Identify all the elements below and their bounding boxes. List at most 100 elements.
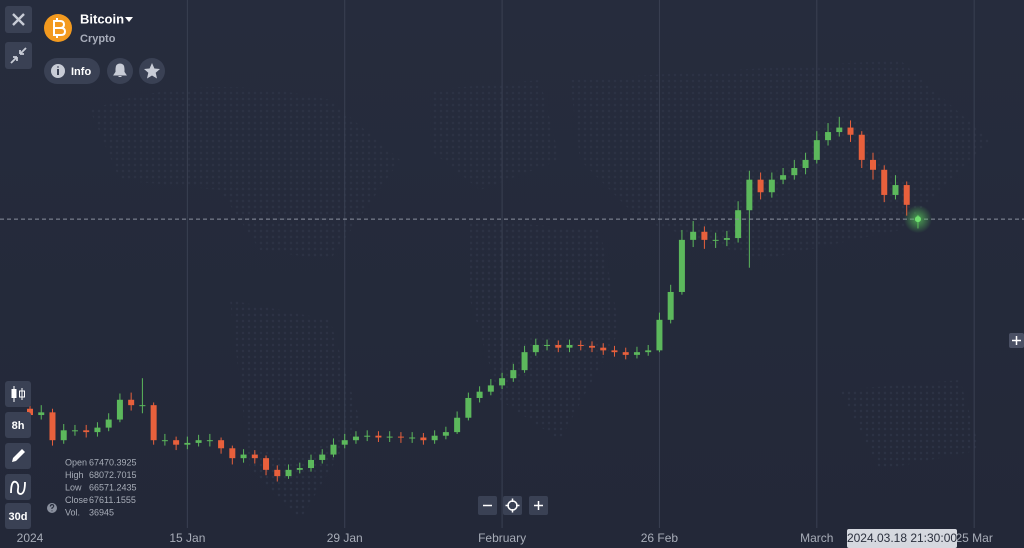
candle-body <box>903 185 910 205</box>
candle-body <box>510 370 517 379</box>
candle-icon <box>11 389 17 398</box>
candle-body <box>206 440 213 442</box>
candle-body <box>476 391 483 398</box>
candle-body <box>780 175 787 180</box>
bitcoin-logo <box>53 18 67 38</box>
candle-body <box>184 442 191 445</box>
x-tick-label: 25 Mar <box>955 531 992 545</box>
legend-value: 66571.2435 <box>89 482 137 492</box>
candle-body <box>892 185 899 195</box>
candle-body <box>656 319 663 351</box>
candle-body <box>352 436 359 441</box>
candle-body <box>60 430 67 441</box>
candle-body <box>38 412 45 416</box>
collapse-icon <box>10 47 27 64</box>
legend-label: High <box>65 470 84 480</box>
x-tick-label: March <box>800 531 833 545</box>
candle-body <box>555 344 562 348</box>
candle-body <box>431 435 438 441</box>
legend-label: Open <box>65 457 87 467</box>
world-map <box>90 60 990 520</box>
candle-body <box>49 412 56 441</box>
candle-body <box>723 238 730 240</box>
candle-body <box>768 179 775 193</box>
candle-body <box>341 440 348 445</box>
plus-icon <box>1012 336 1021 345</box>
candle-body <box>330 444 337 455</box>
star-icon <box>144 63 160 79</box>
candle-body <box>667 291 674 320</box>
chart-type-button[interactable] <box>5 381 31 407</box>
candle-body <box>308 459 314 469</box>
legend-value: 67470.3925 <box>89 457 137 467</box>
price-dot <box>914 216 921 223</box>
legend-value: 67611.1555 <box>89 495 136 505</box>
legend-label: Low <box>65 482 82 492</box>
plot-area <box>0 0 1024 528</box>
candle-icon <box>19 390 25 398</box>
candle-body <box>83 430 90 433</box>
candle-body <box>442 432 449 436</box>
reset-view-button[interactable] <box>503 496 522 515</box>
candle-body <box>454 417 461 433</box>
period-button[interactable] <box>5 503 31 529</box>
candle-body <box>735 210 742 239</box>
candle-body <box>94 427 101 433</box>
pencil-icon <box>12 449 25 462</box>
legend-label: Vol. <box>65 507 80 517</box>
candle-body <box>487 385 494 392</box>
candle-body <box>701 231 708 240</box>
candle-body <box>544 344 551 346</box>
candle-body <box>881 169 888 195</box>
candle-body <box>858 134 865 160</box>
candle-body <box>161 440 168 442</box>
candle-body <box>622 352 629 355</box>
candle-body <box>285 469 292 477</box>
candle-body <box>71 430 78 432</box>
info-label[interactable]: Info <box>71 66 91 78</box>
candle-body <box>813 140 820 160</box>
bell-icon <box>113 63 127 77</box>
candle-body <box>746 179 753 211</box>
crosshair-time-box <box>847 529 957 548</box>
candle-body <box>397 436 404 438</box>
help-mark <box>49 503 55 512</box>
x-tick-label: 29 Jan <box>327 531 363 545</box>
candle-body <box>645 350 652 353</box>
collapse-button[interactable] <box>5 42 32 69</box>
candle-body <box>27 408 33 416</box>
candle-body <box>105 419 112 428</box>
candle-body <box>195 440 202 443</box>
candle-body <box>589 345 595 348</box>
candle-body <box>139 405 146 407</box>
candle-body <box>532 344 539 353</box>
candle-body <box>251 454 258 459</box>
candle-body <box>633 352 640 355</box>
interval-button[interactable] <box>5 412 31 438</box>
candle-body <box>611 350 618 353</box>
candle-body <box>128 399 135 406</box>
candle-body <box>712 239 719 241</box>
candle-body <box>296 468 303 470</box>
candle-body <box>263 458 270 470</box>
candle-body <box>566 344 573 348</box>
candle-body <box>409 437 416 439</box>
candle-body <box>499 378 506 386</box>
interval-label[interactable]: 8h <box>12 420 25 432</box>
legend-value: 68072.7015 <box>89 470 137 480</box>
legend-label: Close <box>65 495 88 505</box>
period-label[interactable]: 30d <box>9 511 28 523</box>
candle-body <box>319 454 326 460</box>
candle-body <box>173 440 180 445</box>
candle-body <box>577 344 584 346</box>
asset-caret[interactable] <box>125 17 133 22</box>
close-icon <box>12 13 25 26</box>
candle-body <box>465 397 472 418</box>
candle-body <box>825 132 832 141</box>
asset-name[interactable]: Bitcoin <box>80 11 124 26</box>
candle-body <box>836 127 843 133</box>
legend-value: 36945 <box>89 507 114 517</box>
candle-body <box>521 352 528 371</box>
